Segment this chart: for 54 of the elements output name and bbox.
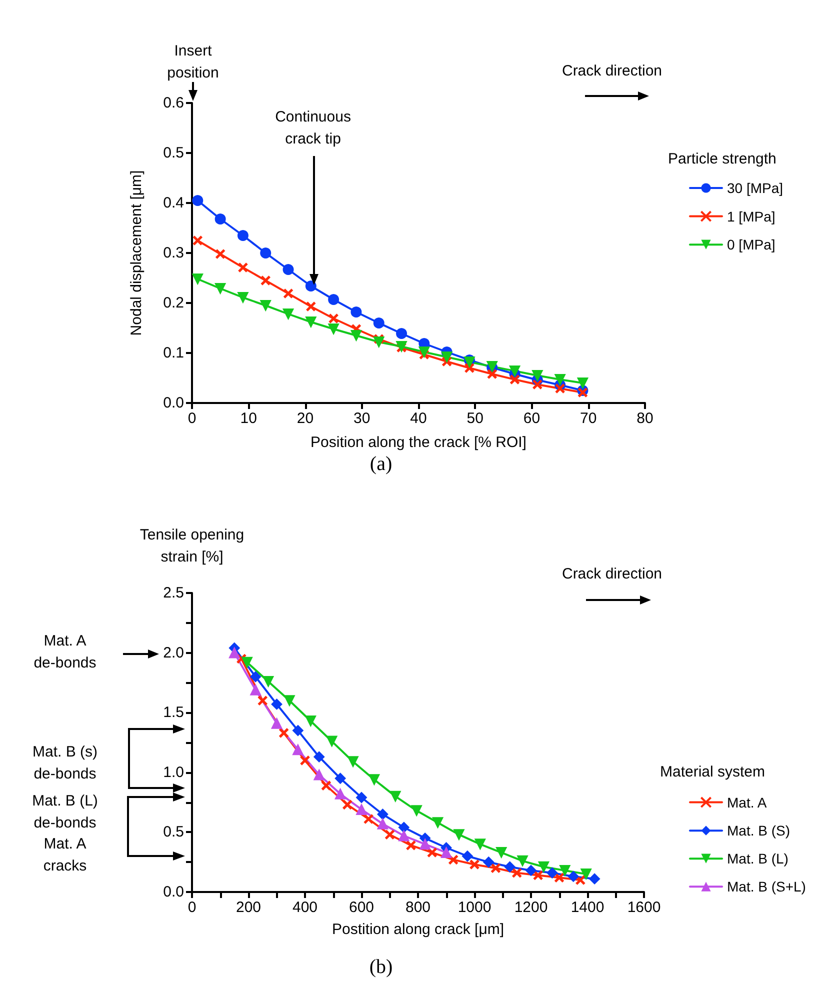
x-tick-label: 1000	[458, 899, 492, 916]
x-tick-label: 0	[188, 410, 196, 427]
x-tick-label: 20	[296, 410, 314, 427]
y-tick-label: 0.5	[163, 824, 184, 841]
x-tick-label: 200	[236, 899, 262, 916]
x-tick-label: 60	[523, 410, 540, 427]
x-axis-title: Position along the crack [% ROI]	[310, 434, 526, 451]
text: Mat. A de-bonds	[34, 632, 96, 672]
text: Crack direction	[562, 62, 662, 80]
text: Crack direction	[562, 566, 662, 582]
legend-label: 0 [MPa]	[727, 236, 776, 253]
text: Mat. B (L) de-bonds	[32, 792, 98, 832]
y-tick-label: 0.2	[163, 294, 184, 312]
text: Mat. B (s) de-bonds	[32, 744, 98, 782]
text: Mat. A cracks	[43, 836, 87, 874]
x-tick-label: 0	[188, 899, 196, 916]
y-axis-title: Tensile opening strain [%]	[140, 526, 244, 566]
legend-label: Mat. B (S)	[727, 822, 790, 839]
y-tick-label: 1.0	[163, 764, 184, 781]
legend-label: 30 [MPa]	[727, 180, 784, 196]
x-tick-label: 70	[580, 410, 597, 427]
y-tick-label: 0.6	[163, 94, 184, 112]
x-tick-label: 50	[466, 410, 484, 427]
x-tick-label: 1400	[570, 899, 604, 916]
y-tick-label: 0.0	[163, 884, 184, 900]
legend-label: 1 [MPa]	[727, 208, 776, 224]
y-tick-label: 0.4	[163, 194, 184, 212]
text: (a)	[370, 453, 392, 475]
legend-label: Mat. B (S+L)	[727, 878, 806, 895]
legend-label: Mat. A	[727, 794, 768, 810]
x-tick-label: 600	[348, 899, 374, 916]
x-axis-title: Postition along crack [μm]	[332, 921, 504, 938]
x-tick-label: 1200	[514, 899, 548, 916]
x-tick-label: 10	[240, 410, 257, 427]
y-tick-label: 0.1	[163, 344, 184, 362]
y-tick-label: 1.5	[163, 704, 184, 722]
x-tick-label: 80	[636, 410, 654, 427]
x-tick-label: 1600	[627, 899, 661, 916]
x-tick-label: 800	[405, 899, 431, 916]
legend-label: Mat. B (L)	[727, 850, 788, 867]
text: Insert position	[167, 42, 219, 82]
x-tick-label: 400	[292, 899, 318, 916]
y-tick-label: 0.3	[163, 244, 184, 262]
y-tick-label: 0.0	[163, 394, 184, 412]
y-tick-label: 0.5	[163, 144, 184, 162]
legend-title: Particle strength	[668, 150, 776, 168]
y-axis-title: Nodal displacement [μm]	[128, 170, 145, 336]
legend-title: Material system	[660, 764, 766, 780]
y-tick-label: 2.0	[163, 644, 184, 662]
x-tick-label: 40	[410, 410, 427, 427]
y-tick-label: 2.5	[163, 584, 184, 602]
x-tick-label: 30	[354, 410, 370, 427]
text: (b)	[369, 956, 393, 978]
annotation: Continuous crack tip	[275, 108, 351, 148]
